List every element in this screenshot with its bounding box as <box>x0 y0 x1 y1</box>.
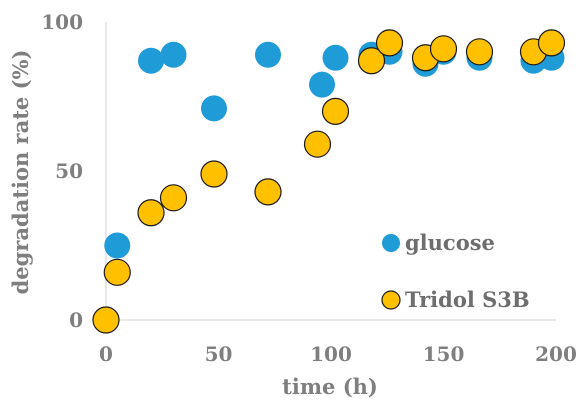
data-point <box>137 199 165 227</box>
x-tick-label: 150 <box>423 342 465 366</box>
legend-label: Tridol S3B <box>405 287 530 312</box>
legend-marker <box>381 290 401 310</box>
data-point <box>104 232 131 259</box>
data-point <box>375 29 404 57</box>
y-tick-label: 50 <box>55 159 83 183</box>
series-glucose <box>104 38 565 259</box>
data-point <box>309 71 335 98</box>
data-point <box>200 160 228 188</box>
data-point <box>537 29 566 57</box>
x-tick-label: 200 <box>535 342 577 366</box>
x-tick-label: 50 <box>205 342 233 366</box>
series-tridol-s3b <box>92 29 566 334</box>
data-point <box>138 47 164 74</box>
x-tick-labels: 0 50 100 150 200 <box>99 342 577 366</box>
data-points <box>92 29 566 334</box>
x-axis-title: time (h) <box>282 374 378 399</box>
data-point <box>303 130 332 158</box>
legend-marker <box>382 234 400 252</box>
y-tick-label: 0 <box>69 308 83 332</box>
data-point <box>357 47 386 75</box>
data-point <box>321 97 350 126</box>
data-point <box>465 38 494 66</box>
y-tick-label: 100 <box>41 10 83 34</box>
data-point <box>160 41 187 68</box>
data-point <box>255 41 281 68</box>
data-point <box>201 95 227 122</box>
y-axis-title: degradation rate (%) <box>8 50 33 295</box>
data-point <box>92 306 120 334</box>
legend-label: glucose <box>405 230 495 255</box>
data-point <box>103 258 131 286</box>
legend: glucose Tridol S3B <box>381 230 530 312</box>
data-point <box>322 44 349 71</box>
data-point <box>254 178 282 206</box>
x-tick-label: 100 <box>310 342 352 366</box>
data-point <box>159 184 188 212</box>
x-tick-label: 0 <box>99 342 113 366</box>
y-tick-labels: 0 50 100 <box>41 10 83 332</box>
data-point <box>429 35 458 63</box>
